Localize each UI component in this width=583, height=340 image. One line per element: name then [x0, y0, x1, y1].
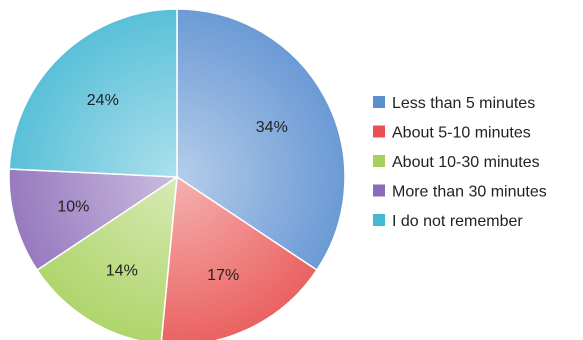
pie-slice-labels: 34% 17% 14% 10% 24%	[57, 92, 287, 284]
slice-value-label-4: 10%	[57, 199, 89, 216]
legend-swatch-5	[373, 214, 385, 226]
legend-label-3: About 10-30 minutes	[392, 154, 540, 171]
pie-slice-3	[36, 175, 178, 340]
pie-slice-2	[160, 175, 318, 340]
legend-swatch-1	[373, 96, 385, 108]
slice-value-label-1: 34%	[256, 119, 288, 136]
slice-value-label-5: 24%	[87, 92, 119, 109]
legend: Less than 5 minutes About 5-10 minutes Abo…	[373, 95, 547, 230]
pie-slice-5	[8, 8, 178, 178]
pie-slice-4	[8, 168, 180, 272]
legend-swatch-3	[373, 155, 385, 167]
pie-slices	[8, 8, 346, 340]
legend-swatch-2	[373, 125, 385, 138]
legend-label-4: More than 30 minutes	[392, 184, 547, 201]
slice-value-label-3: 14%	[106, 262, 138, 279]
legend-label-2: About 5-10 minutes	[392, 125, 531, 142]
slice-value-label-2: 17%	[207, 267, 239, 284]
legend-label-1: Less than 5 minutes	[392, 95, 535, 112]
legend-label-5: I do not remember	[392, 213, 523, 230]
legend-swatch-4	[373, 184, 385, 197]
